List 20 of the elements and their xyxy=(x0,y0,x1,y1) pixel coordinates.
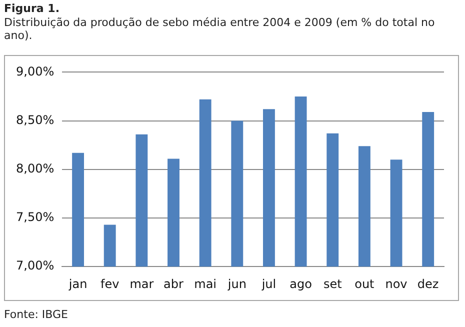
y-tick-label: 8,50% xyxy=(16,112,54,127)
x-tick-label: mar xyxy=(130,276,154,291)
x-tick-label: jul xyxy=(260,276,276,291)
x-tick-label: abr xyxy=(164,276,184,291)
y-tick-label: 8,00% xyxy=(16,162,54,176)
source-note: Fonte: IBGE xyxy=(4,308,68,321)
y-tick-label: 9,00% xyxy=(16,64,54,78)
x-tick-label: mai xyxy=(194,276,217,291)
x-tick-label: fev xyxy=(100,276,120,291)
x-tick-label: dez xyxy=(417,276,439,291)
y-tick-label: 7,00% xyxy=(16,258,54,273)
y-tick-label: 7,50% xyxy=(16,210,54,224)
x-tick-label: set xyxy=(323,276,342,291)
chart-subtitle: Distribuição da produção de sebo média entre 2004 e 2009 (em % do total no ano). xyxy=(4,16,436,42)
x-tick-label: jun xyxy=(226,276,246,291)
x-tick-label: ago xyxy=(290,276,312,291)
chart-title: Figura 1. xyxy=(4,2,60,15)
x-tick-label: nov xyxy=(385,276,408,291)
x-tick-label: jan xyxy=(68,276,88,291)
x-tick-label: out xyxy=(354,276,375,291)
